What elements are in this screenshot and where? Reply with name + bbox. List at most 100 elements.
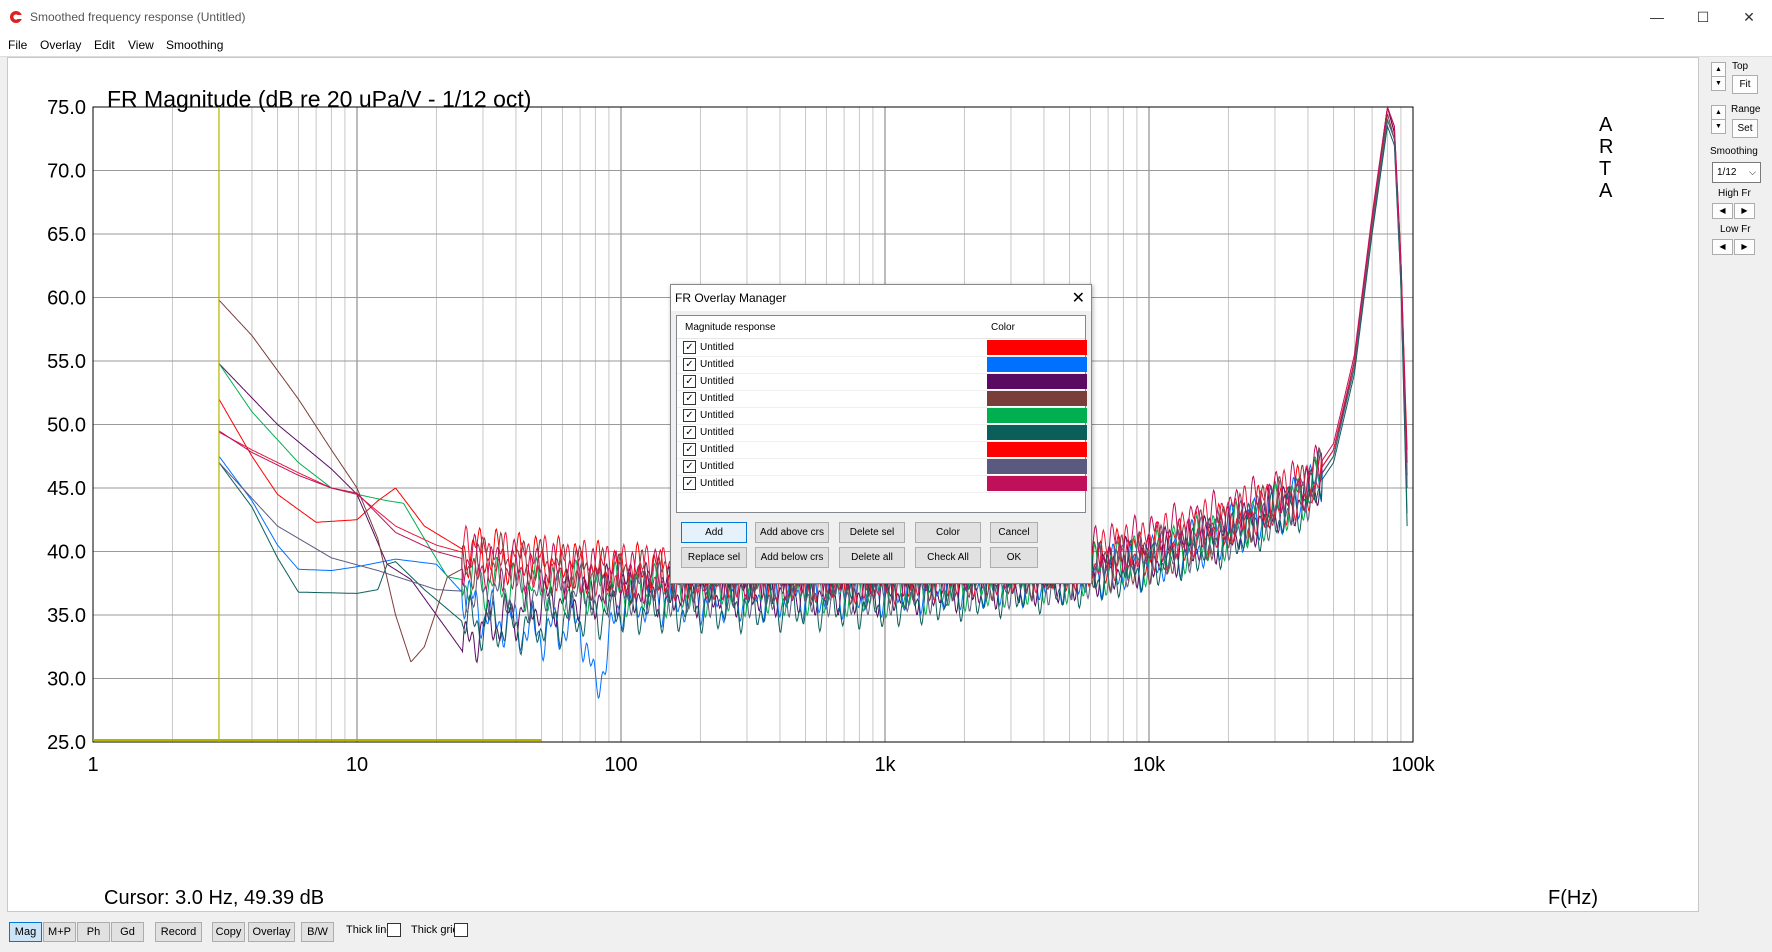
top-down-button[interactable]: ▼ — [1711, 76, 1726, 91]
list-item[interactable]: ✓ Untitled — [677, 373, 1087, 391]
fit-button[interactable]: Fit — [1732, 75, 1758, 94]
cursor-readout: Cursor: 3.0 Hz, 49.39 dB — [104, 887, 324, 909]
row-checkbox[interactable]: ✓ — [683, 426, 696, 439]
mag-phase-button[interactable]: M+P — [43, 922, 76, 942]
top-up-button[interactable]: ▲ — [1711, 62, 1726, 77]
bw-button[interactable]: B/W — [301, 922, 334, 942]
row-label: Untitled — [700, 410, 734, 421]
x-tick-label: 1k — [874, 754, 896, 776]
maximize-button[interactable]: ☐ — [1696, 8, 1710, 25]
row-checkbox[interactable]: ✓ — [683, 341, 696, 354]
top-label: Top — [1732, 61, 1749, 72]
menu-smoothing[interactable]: Smoothing — [166, 38, 224, 52]
cancel-button[interactable]: Cancel — [990, 522, 1038, 543]
delete-all-button[interactable]: Delete all — [839, 547, 905, 568]
low-fr-right-button[interactable]: ▶ — [1734, 239, 1755, 255]
series-line — [218, 113, 1408, 663]
list-item[interactable]: ✓ Untitled — [677, 339, 1087, 357]
chart-title: FR Magnitude (dB re 20 uPa/V - 1/12 oct) — [107, 86, 531, 112]
menu-bar: File Overlay Edit View Smoothing — [0, 34, 1772, 57]
color-swatch[interactable] — [987, 459, 1087, 474]
color-swatch[interactable] — [987, 374, 1087, 389]
window-title: Smoothed frequency response (Untitled) — [30, 10, 246, 24]
row-checkbox[interactable]: ✓ — [683, 477, 696, 490]
list-header: Magnitude response Color — [677, 316, 1085, 339]
y-tick-label: 70.0 — [47, 161, 86, 183]
row-label: Untitled — [700, 427, 734, 438]
row-checkbox[interactable]: ✓ — [683, 409, 696, 422]
overlay-list[interactable]: Magnitude response Color ✓ Untitled ✓ Untit… — [676, 315, 1087, 513]
thick-line-checkbox[interactable] — [387, 923, 401, 937]
low-fr-left-button[interactable]: ◀ — [1712, 239, 1733, 255]
list-item[interactable]: ✓ Untitled — [677, 475, 1087, 493]
list-item[interactable]: ✓ Untitled — [677, 424, 1087, 442]
menu-view[interactable]: View — [128, 38, 154, 52]
row-checkbox[interactable]: ✓ — [683, 443, 696, 456]
dialog-title: FR Overlay Manager — [675, 291, 787, 305]
color-swatch[interactable] — [987, 476, 1087, 491]
range-up-button[interactable]: ▲ — [1711, 105, 1726, 120]
thick-line-label: Thick line — [346, 924, 393, 936]
add-below-crs-button[interactable]: Add below crs — [755, 547, 829, 568]
list-item[interactable]: ✓ Untitled — [677, 441, 1087, 459]
color-swatch[interactable] — [987, 357, 1087, 372]
record-button[interactable]: Record — [155, 922, 202, 942]
ok-button[interactable]: OK — [990, 547, 1038, 568]
menu-overlay[interactable]: Overlay — [40, 38, 82, 52]
color-swatch[interactable] — [987, 391, 1087, 406]
list-item[interactable]: ✓ Untitled — [677, 390, 1087, 408]
list-item[interactable]: ✓ Untitled — [677, 356, 1087, 374]
smoothing-value: 1/12 — [1717, 167, 1737, 178]
range-down-button[interactable]: ▼ — [1711, 119, 1726, 134]
high-fr-right-button[interactable]: ▶ — [1734, 203, 1755, 219]
group-delay-button[interactable]: Gd — [111, 922, 144, 942]
copy-button[interactable]: Copy — [212, 922, 245, 942]
check-all-button[interactable]: Check All — [915, 547, 981, 568]
color-swatch[interactable] — [987, 340, 1087, 355]
x-tick-label: 10k — [1133, 754, 1166, 776]
add-above-crs-button[interactable]: Add above crs — [755, 522, 829, 543]
x-tick-label: 100 — [604, 754, 637, 776]
col-color[interactable]: Color — [991, 322, 1015, 333]
col-magnitude-response[interactable]: Magnitude response — [685, 322, 776, 333]
y-tick-label: 60.0 — [47, 288, 86, 310]
dialog-close-icon[interactable]: ✕ — [1071, 290, 1085, 307]
phase-button[interactable]: Ph — [77, 922, 110, 942]
right-control-panel: ▲ ▼ Top Fit ▲ ▼ Range Set Smoothing 1/12… — [1700, 57, 1772, 910]
row-label: Untitled — [700, 393, 734, 404]
row-checkbox[interactable]: ✓ — [683, 460, 696, 473]
color-swatch[interactable] — [987, 408, 1087, 423]
high-fr-left-button[interactable]: ◀ — [1712, 203, 1733, 219]
replace-sel-button[interactable]: Replace sel — [681, 547, 747, 568]
row-checkbox[interactable]: ✓ — [683, 375, 696, 388]
set-button[interactable]: Set — [1732, 119, 1758, 138]
mag-button[interactable]: Mag — [9, 922, 42, 942]
row-label: Untitled — [700, 342, 734, 353]
menu-file[interactable]: File — [8, 38, 28, 52]
thick-grid-checkbox[interactable] — [454, 923, 468, 937]
color-swatch[interactable] — [987, 442, 1087, 457]
list-item[interactable]: ✓ Untitled — [677, 407, 1087, 425]
fr-magnitude-chart[interactable]: 1 10 100 1k 10k 100k 25.0 30.0 35.0 40.0 45.0 50.0 5… — [8, 58, 1698, 911]
row-label: Untitled — [700, 478, 734, 489]
range-label: Range — [1731, 104, 1761, 115]
x-tick-label: 10 — [346, 754, 368, 776]
color-button[interactable]: Color — [915, 522, 981, 543]
y-tick-label: 30.0 — [47, 669, 86, 691]
row-label: Untitled — [700, 359, 734, 370]
smoothing-select[interactable]: 1/12 ⌵ — [1712, 162, 1761, 183]
minimize-button[interactable]: — — [1650, 9, 1664, 25]
delete-sel-button[interactable]: Delete sel — [839, 522, 905, 543]
list-item[interactable]: ✓ Untitled — [677, 458, 1087, 476]
plot-frame — [92, 106, 1414, 743]
color-swatch[interactable] — [987, 425, 1087, 440]
smoothing-label: Smoothing — [1710, 146, 1758, 157]
row-checkbox[interactable]: ✓ — [683, 358, 696, 371]
add-button[interactable]: Add — [681, 522, 747, 543]
row-checkbox[interactable]: ✓ — [683, 392, 696, 405]
row-label: Untitled — [700, 444, 734, 455]
overlay-button[interactable]: Overlay — [248, 922, 295, 942]
watermark-letter-a2: A — [1599, 180, 1613, 202]
close-window-button[interactable]: ✕ — [1743, 8, 1755, 25]
menu-edit[interactable]: Edit — [94, 38, 115, 52]
